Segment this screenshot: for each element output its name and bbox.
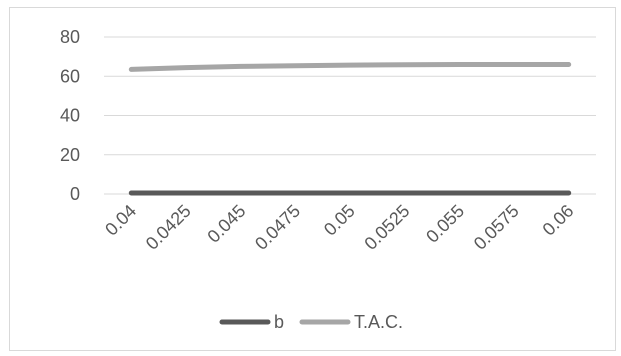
y-tick-label: 40	[60, 106, 80, 126]
y-tick-label: 80	[60, 27, 80, 47]
x-tick-label: 0.0475	[251, 201, 304, 254]
x-tick-label: 0.0575	[470, 201, 523, 254]
legend-label: b	[274, 312, 284, 332]
y-tick-label: 20	[60, 145, 80, 165]
x-tick-label: 0.05	[320, 201, 359, 240]
series-line-tac	[128, 62, 572, 72]
x-tick-label: 0.04	[101, 201, 140, 240]
legend-label: T.A.C.	[354, 312, 403, 332]
x-tick-label: 0.045	[204, 201, 250, 247]
x-tick-label: 0.0425	[142, 201, 195, 254]
x-tick-label: 0.06	[539, 201, 578, 240]
x-tick-label: 0.055	[422, 201, 468, 247]
y-tick-label: 0	[70, 184, 80, 204]
y-tick-label: 60	[60, 66, 80, 86]
x-tick-label: 0.0525	[360, 201, 413, 254]
